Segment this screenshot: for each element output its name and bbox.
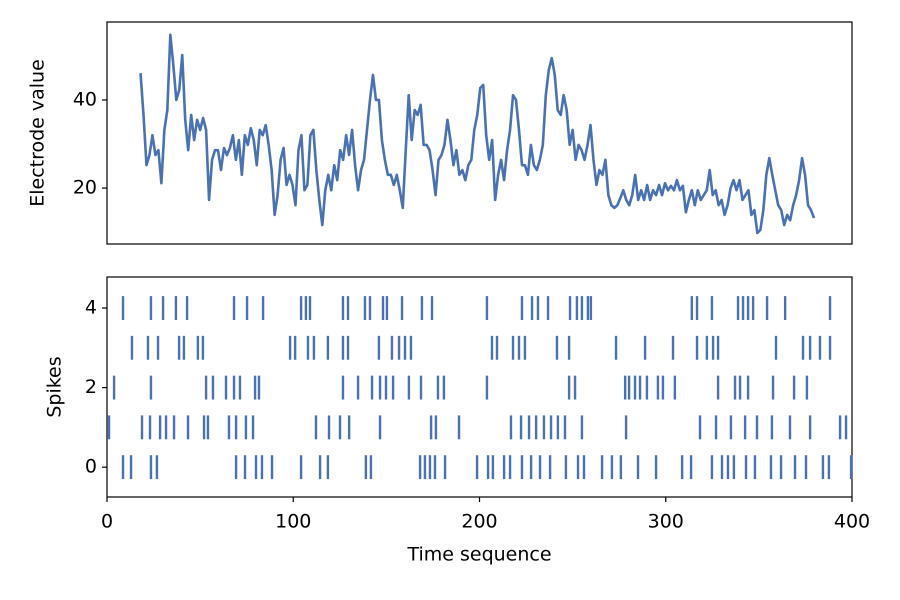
x-tick-label: 0: [101, 511, 113, 533]
x-tick-label: 100: [275, 511, 311, 533]
y-tick-label: 0: [85, 456, 97, 478]
y-axis-label: Spikes: [44, 356, 66, 417]
data-line: [139, 33, 816, 235]
x-tick-label: 300: [648, 511, 684, 533]
y-axis-label: Electrode value: [27, 59, 49, 207]
y-tick-label: 40: [73, 88, 97, 110]
axes-frame: [106, 21, 853, 245]
y-tick-label: 2: [85, 376, 97, 398]
x-tick-label: 200: [461, 511, 497, 533]
y-tick-label: 4: [85, 297, 97, 319]
x-tick-label: 400: [834, 511, 870, 533]
y-tick-label: 20: [73, 177, 97, 199]
x-axis-label: Time sequence: [406, 544, 551, 566]
